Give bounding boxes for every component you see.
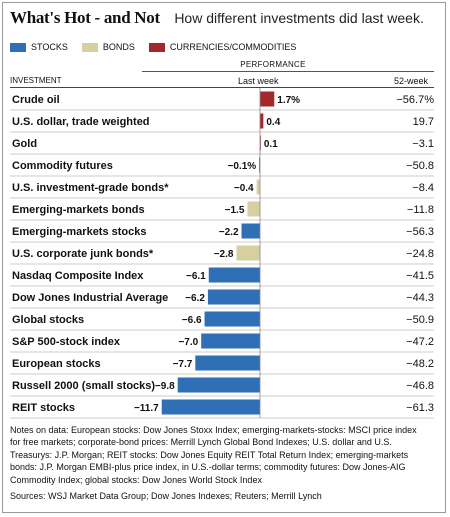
- legend-item-currencies: CURRENCIES/COMMODITIES: [148, 42, 297, 52]
- bar: [208, 267, 260, 283]
- chart-title: What's Hot - and Not: [10, 8, 160, 27]
- week52-column-header: 52-week: [394, 76, 429, 86]
- week52-value: −8.4: [412, 182, 434, 194]
- bar-value-label: 0.1: [264, 139, 278, 150]
- legend-item-bonds: BONDS: [81, 42, 135, 52]
- bar: [259, 157, 260, 173]
- chart-frame: [2, 2, 446, 513]
- bar: [236, 245, 260, 261]
- title-row: What's Hot - and Not How different inves…: [10, 8, 424, 28]
- week52-value: −56.3: [406, 226, 434, 238]
- bar-value-label: −7.7: [173, 359, 193, 370]
- category-label: Russell 2000 (small stocks): [12, 380, 155, 392]
- investment-column-header: INVESTMENT: [10, 76, 62, 85]
- bar-value-label: 0.4: [266, 117, 280, 128]
- bar: [161, 399, 260, 415]
- week52-value: −50.8: [406, 160, 434, 172]
- bar: [260, 113, 264, 129]
- chart-subtitle: How different investments did last week.: [174, 10, 424, 26]
- bar: [207, 289, 260, 305]
- legend-label-bonds: BONDS: [102, 42, 135, 52]
- category-label: U.S. corporate junk bonds*: [12, 248, 154, 260]
- bar: [260, 91, 275, 107]
- week52-value: −24.8: [406, 248, 434, 260]
- bar-value-label: −1.5: [225, 205, 245, 216]
- performance-rule: [142, 71, 434, 72]
- category-label: REIT stocks: [12, 402, 75, 414]
- legend-label-currencies: CURRENCIES/COMMODITIES: [169, 42, 297, 52]
- header-rule: [10, 87, 434, 88]
- bar-value-label: −6.6: [182, 315, 202, 326]
- bar-value-label: −0.1%: [228, 161, 257, 172]
- week52-value: −61.3: [406, 402, 434, 414]
- notes-text: Notes on data: European stocks: Dow Jone…: [10, 425, 417, 485]
- bar: [195, 355, 260, 371]
- category-label: Emerging-markets bonds: [12, 204, 145, 216]
- bar: [256, 179, 260, 195]
- week52-value: −50.9: [406, 314, 434, 326]
- legend-swatch-stocks: [10, 42, 26, 52]
- bar: [241, 223, 260, 239]
- bar: [204, 311, 260, 327]
- category-label: Global stocks: [12, 314, 84, 326]
- bar: [177, 377, 260, 393]
- category-label: U.S. investment-grade bonds*: [12, 182, 169, 194]
- performance-header: PERFORMANCE: [240, 60, 306, 69]
- bar-value-label: −11.7: [134, 403, 159, 414]
- last-week-column-header: Last week: [238, 76, 279, 86]
- week52-value: −41.5: [406, 270, 434, 282]
- week52-value: −11.8: [407, 204, 434, 216]
- bar: [260, 135, 261, 151]
- legend-swatch-currencies: [148, 42, 165, 52]
- bar-value-label: −6.2: [185, 293, 205, 304]
- legend-swatch-bonds: [81, 42, 98, 52]
- category-label: Gold: [12, 138, 37, 150]
- week52-value: −46.8: [406, 380, 434, 392]
- bar-value-label: −9.8: [155, 381, 175, 392]
- bar: [247, 201, 260, 217]
- category-label: Crude oil: [12, 94, 60, 106]
- bar: [201, 333, 260, 349]
- bar-value-label: −6.1: [186, 271, 206, 282]
- category-label: U.S. dollar, trade weighted: [12, 116, 150, 128]
- sources-text: Sources: WSJ Market Data Group; Dow Jone…: [10, 491, 322, 501]
- bar-value-label: −2.8: [214, 249, 234, 260]
- category-label: Commodity futures: [12, 160, 113, 172]
- legend: STOCKS BONDS CURRENCIES/COMMODITIES: [10, 42, 310, 52]
- week52-value: −44.3: [406, 292, 434, 304]
- week52-value: −56.7%: [396, 94, 434, 106]
- category-label: Nasdaq Composite Index: [12, 270, 144, 282]
- legend-item-stocks: STOCKS: [10, 42, 68, 52]
- category-label: Emerging-markets stocks: [12, 226, 147, 238]
- category-label: S&P 500-stock index: [12, 336, 121, 348]
- week52-value: −47.2: [406, 336, 434, 348]
- week52-value: −48.2: [406, 358, 434, 370]
- bar-value-label: −7.0: [178, 337, 198, 348]
- category-label: Dow Jones Industrial Average: [12, 292, 168, 304]
- bar-value-label: 1.7%: [277, 95, 300, 106]
- bar-value-label: −0.4: [234, 183, 254, 194]
- week52-value: −3.1: [412, 138, 434, 150]
- legend-label-stocks: STOCKS: [31, 42, 68, 52]
- week52-value: 19.7: [413, 116, 434, 128]
- bar-value-label: −2.2: [219, 227, 239, 238]
- category-label: European stocks: [12, 358, 101, 370]
